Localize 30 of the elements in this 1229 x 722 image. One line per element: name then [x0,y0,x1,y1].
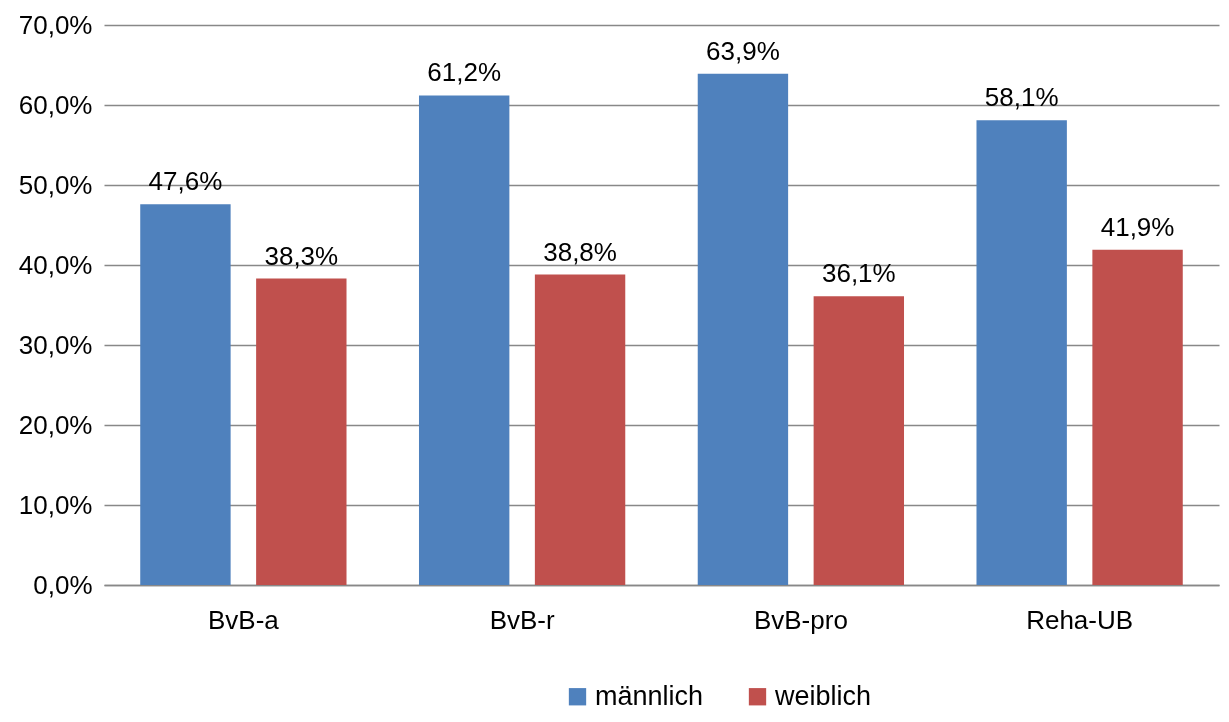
bar [1092,249,1183,585]
x-tick-label: BvB-pro [753,604,848,635]
data-label: 63,9% [706,35,780,66]
y-tick-label: 60,0% [18,89,93,120]
bar [418,95,510,585]
bar [813,296,905,585]
legend-label: männlich [595,680,704,711]
data-label: 38,3% [264,240,339,271]
legend-label: weiblich [774,680,872,711]
bar [140,204,231,585]
y-tick-label: 70,0% [18,9,93,40]
y-tick-label: 0,0% [33,569,93,600]
y-tick-label: 40,0% [18,249,93,280]
x-tick-label: Reha-UB [1026,604,1134,635]
data-label: 47,6% [148,166,223,197]
x-tick-label: BvB-r [489,604,555,635]
x-tick-label: BvB-a [207,604,280,635]
y-tick-label: 10,0% [18,489,93,520]
bar [256,278,347,585]
data-label: 36,1% [821,258,896,289]
data-label: 41,9% [1100,211,1175,242]
y-tick-label: 50,0% [18,169,93,200]
bar [976,120,1067,585]
y-tick-label: 20,0% [18,409,93,440]
data-label: 58,1% [984,82,1059,113]
data-label: 38,8% [543,236,617,267]
bar [534,274,626,585]
y-tick-label: 30,0% [18,329,93,360]
bar [697,73,789,585]
data-label: 61,2% [427,57,502,88]
